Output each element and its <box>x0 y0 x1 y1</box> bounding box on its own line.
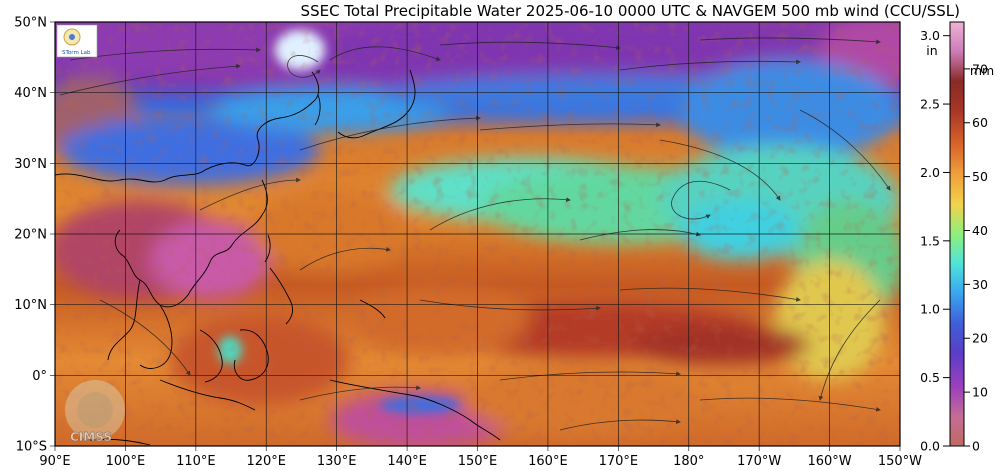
cimss-text: CIMSS <box>70 430 112 444</box>
colorbar-mm-unit: mm <box>970 63 994 78</box>
colorbar: in mm 3.0 2.5 2.0 1.5 1.0 0.5 0.0 70 60 50 40 30 20… <box>920 21 994 454</box>
latitude-labels: 50°N 40°N 30°N 20°N 10°N 0° 10°S <box>14 16 47 455</box>
inch-tick-label: 0.0 <box>920 439 940 454</box>
lon-label: 150°W <box>878 454 922 469</box>
lon-label: 160°W <box>807 454 851 469</box>
lat-label: 0° <box>32 369 47 384</box>
inch-tick-label: 0.5 <box>920 370 940 385</box>
lon-label: 90°E <box>39 454 70 469</box>
mm-tick-label: 60 <box>972 115 988 130</box>
lon-label: 180° <box>673 454 704 469</box>
longitude-labels: 90°E 100°E 110°E 120°E 130°E 140°E 150°E 160°E 1… <box>39 454 922 469</box>
mm-tick-label: 20 <box>972 331 988 346</box>
graticule <box>50 21 901 451</box>
lon-label: 100°E <box>106 454 146 469</box>
lat-label: 30°N <box>14 157 47 172</box>
mm-tick-label: 40 <box>972 223 988 238</box>
inch-tick-label: 1.5 <box>920 233 940 248</box>
map-frame <box>54 21 901 447</box>
lat-label: 20°N <box>14 228 47 243</box>
colorbar-mm-ticks: 70 60 50 40 30 20 10 0 <box>964 61 988 454</box>
wind-streamlines <box>59 37 891 431</box>
lat-label: 10°N <box>14 298 47 313</box>
cimss-watermark: CIMSS <box>65 380 125 444</box>
mm-tick-label: 10 <box>972 385 988 400</box>
storm-lab-logo: STorm Lab <box>56 24 98 58</box>
lon-label: 170°W <box>737 454 781 469</box>
lon-label: 150°E <box>458 454 498 469</box>
colorbar-inch-unit: in <box>926 43 937 58</box>
inch-tick-label: 2.0 <box>920 165 940 180</box>
lon-label: 140°E <box>387 454 427 469</box>
lat-label: 40°N <box>14 86 47 101</box>
inch-tick-label: 1.0 <box>920 302 940 317</box>
lon-label: 110°E <box>176 454 216 469</box>
lat-label: 10°S <box>16 440 47 455</box>
mm-tick-label: 30 <box>972 277 988 292</box>
lon-label: 120°E <box>246 454 286 469</box>
lat-label: 50°N <box>14 16 47 31</box>
mm-tick-label: 50 <box>972 169 988 184</box>
inch-tick-label: 2.5 <box>920 97 940 112</box>
precipitable-water-field <box>55 22 900 446</box>
lon-label: 160°E <box>528 454 568 469</box>
mm-tick-label: 0 <box>972 439 980 454</box>
map-title: SSEC Total Precipitable Water 2025-06-10… <box>300 2 960 20</box>
colorbar-inch-ticks: 3.0 2.5 2.0 1.5 1.0 0.5 0.0 <box>920 28 950 454</box>
storm-lab-text: STorm Lab <box>62 50 91 56</box>
inch-tick-label: 3.0 <box>920 28 940 43</box>
mm-tick-label: 70 <box>972 61 988 76</box>
lon-label: 130°E <box>317 454 357 469</box>
lon-label: 170°E <box>599 454 639 469</box>
